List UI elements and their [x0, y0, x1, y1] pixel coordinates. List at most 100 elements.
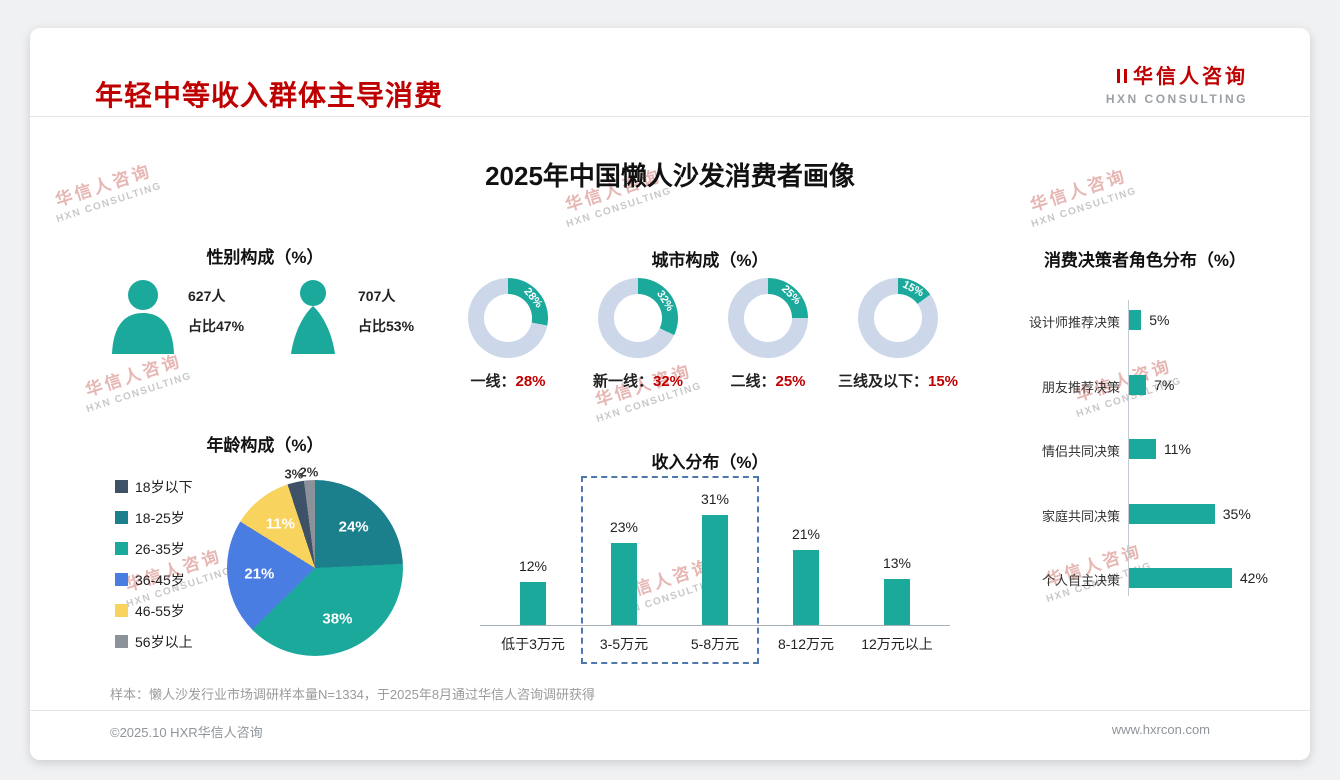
pie-slice-label: 21% — [244, 565, 275, 583]
donut-caption: 一线：28% — [443, 370, 573, 391]
city-donut-block: 15% 三线及以下：15% — [833, 278, 963, 391]
income-bar — [520, 582, 546, 625]
donut-ring: 25% — [728, 278, 808, 358]
age-legend-item: 46-55岁 — [115, 600, 193, 621]
logo-cn-line: 华信人咨询 — [1106, 60, 1248, 89]
decision-value-label: 42% — [1239, 570, 1268, 586]
income-highlight-box — [581, 476, 759, 664]
legend-label: 46-55岁 — [135, 602, 185, 619]
chart-main-title: 2025年中国懒人沙发消费者画像 — [485, 161, 855, 191]
donut-ring: 32% — [598, 278, 678, 358]
income-value-label: 23% — [609, 519, 639, 536]
income-bar — [884, 578, 910, 625]
female-icon — [278, 278, 348, 354]
female-share: 占比53% — [358, 318, 415, 334]
gender-section-title: 性别构成（%） — [206, 248, 324, 267]
income-section-title: 收入分布（%） — [651, 453, 769, 472]
donut-caption-value: 25% — [775, 373, 806, 390]
donut-caption-label: 三线及以下： — [837, 373, 928, 390]
city-donut-block: 25% 二线：25% — [703, 278, 833, 391]
logo-cn-text: 华信人咨询 — [1133, 66, 1248, 88]
pie-slice-label: 38% — [322, 610, 353, 628]
female-count: 707人 — [358, 288, 396, 304]
pie-slice-label: 11% — [265, 515, 295, 533]
legend-swatch — [115, 604, 128, 617]
male-share: 占比47% — [188, 318, 245, 334]
income-value-label: 13% — [882, 554, 912, 571]
page-title: 年轻中等收入群体主导消费 — [95, 80, 444, 111]
decision-value-label: 5% — [1149, 312, 1170, 328]
legend-swatch — [115, 635, 128, 648]
donut-caption: 三线及以下：15% — [833, 370, 963, 391]
donut-ring: 15% — [858, 278, 938, 358]
legend-swatch — [115, 511, 128, 524]
donut-caption-label: 二线： — [730, 373, 776, 390]
income-baseline — [480, 625, 950, 626]
legend-swatch — [115, 573, 128, 586]
income-value-label: 12% — [518, 558, 548, 575]
legend-swatch — [115, 480, 128, 493]
decision-category-label: 设计师推荐决策 — [1028, 315, 1120, 330]
donut-caption: 二线：25% — [703, 370, 833, 391]
decision-value-label: 11% — [1163, 441, 1191, 457]
donut-hole — [874, 294, 922, 342]
income-bar — [611, 543, 637, 625]
income-bar — [702, 514, 728, 625]
income-bar — [793, 550, 819, 625]
donut-caption-value: 15% — [927, 373, 959, 390]
income-chart: 12% 低于3万元 23% 3-5万元 31% 5-8万元 21% 8-12万元 13% 12万元… — [470, 476, 970, 686]
age-section-title: 年龄构成（%） — [206, 436, 324, 455]
income-category-label: 12万元以上 — [861, 636, 933, 652]
income-category-label: 5-8万元 — [690, 636, 740, 652]
age-legend-item: 18-25岁 — [115, 507, 193, 528]
decision-bar — [1129, 504, 1215, 524]
donut-hole — [614, 294, 662, 342]
decision-axis-line — [1128, 300, 1129, 596]
logo-mark-icon — [1117, 69, 1127, 83]
decision-category-label: 家庭共同决策 — [1041, 509, 1120, 524]
decision-category-label: 个人自主决策 — [1041, 573, 1120, 588]
slide-card: 华信人咨询 HXN CONSULTING 华信人咨询 HXN CONSULTING 华信… — [30, 28, 1310, 760]
decision-value-label: 7% — [1154, 377, 1175, 393]
watermark-en-text: HXN CONSULTING — [85, 370, 194, 416]
footer-copyright: ©2025.10 HXR华信人咨询 — [110, 725, 263, 740]
city-section-title: 城市构成（%） — [651, 251, 769, 270]
decision-bar — [1129, 439, 1156, 459]
header-divider — [30, 116, 1310, 117]
city-donut-block: 32% 新一线：32% — [573, 278, 703, 391]
decision-value-label: 35% — [1222, 506, 1251, 522]
pie-slice-label: 2% — [299, 464, 319, 480]
age-pie: 24% 38% 21% 11% 3% 2% — [227, 465, 403, 656]
age-legend-item: 56岁以上 — [115, 631, 193, 652]
legend-label: 36-45岁 — [135, 571, 185, 588]
decision-section-title: 消费决策者角色分布（%） — [1043, 251, 1247, 270]
income-value-label: 31% — [700, 490, 730, 507]
decision-category-label: 朋友推荐决策 — [1041, 380, 1120, 395]
city-donuts-row: 28% 一线：28% 32% 新一线：32% 25% 二线：25% 15% 三线及以下：15% — [443, 278, 963, 391]
logo-en-text: HXN CONSULTING — [1105, 92, 1248, 106]
donut-caption-label: 一线： — [470, 373, 516, 390]
income-value-label: 21% — [791, 526, 821, 543]
donut-caption-value: 28% — [515, 373, 546, 390]
donut-caption: 新一线：32% — [573, 370, 703, 391]
age-legend: 18岁以下 18-25岁 26-35岁 36-45岁 46-55岁 56岁以上 — [115, 476, 193, 662]
legend-label: 26-35岁 — [135, 540, 185, 557]
decision-bar — [1129, 310, 1142, 330]
sample-footnote: 样本：懒人沙发行业市场调研样本量N=1334，于2025年8月通过华信人咨询调研… — [110, 687, 596, 702]
pie-slice-label: 24% — [338, 518, 369, 536]
donut-caption-label: 新一线： — [592, 373, 653, 390]
legend-swatch — [115, 542, 128, 555]
legend-label: 18-25岁 — [135, 509, 185, 526]
city-donut-block: 28% 一线：28% — [443, 278, 573, 391]
donut-hole — [484, 294, 532, 342]
income-category-label: 低于3万元 — [501, 636, 565, 652]
legend-label: 18岁以下 — [135, 478, 193, 495]
income-category-label: 8-12万元 — [777, 636, 835, 652]
footer-divider — [30, 710, 1310, 711]
age-legend-item: 36-45岁 — [115, 569, 193, 590]
male-count: 627人 — [188, 288, 226, 304]
decision-bar — [1129, 375, 1147, 395]
decision-bar — [1129, 568, 1232, 588]
income-category-label: 3-5万元 — [599, 636, 649, 652]
male-icon — [108, 278, 178, 354]
